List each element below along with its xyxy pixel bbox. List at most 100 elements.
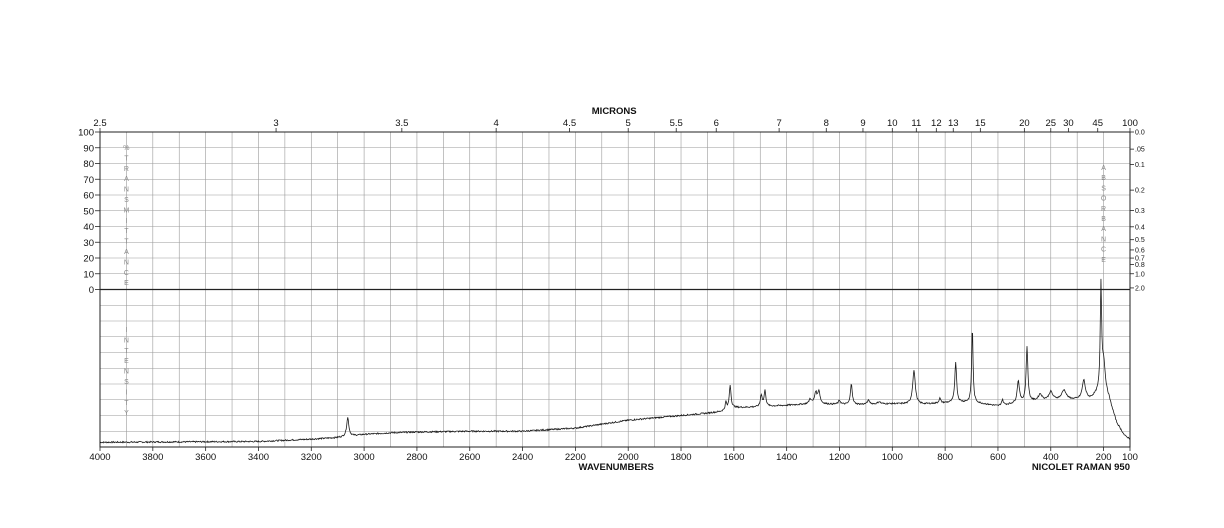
absorbance-side-label-letter: B	[1101, 216, 1106, 223]
axis-labels: 4000 3800 3600 3400 3200 3000 2800 2600 2400 2200…	[78, 106, 1145, 473]
absorbance-side-label-letter: C	[1101, 247, 1106, 254]
absorbance-tick-label: 0.3	[1135, 208, 1145, 215]
wavenumber-tick-label: 2800	[406, 452, 427, 463]
absorbance-tick-label: 0.1	[1135, 162, 1145, 169]
wavenumber-tick-label: 2200	[565, 452, 586, 463]
instrument-label: NICOLET RAMAN 950	[1032, 462, 1130, 473]
absorbance-tick-label: 0.0	[1135, 130, 1145, 137]
intensity-side-label-letter: I	[125, 389, 127, 396]
micron-tick-label: 15	[975, 118, 986, 129]
intensity-side-label-letter: Y	[124, 410, 129, 417]
micron-tick-label: 3.5	[395, 118, 408, 129]
micron-tick-label: 30	[1063, 118, 1074, 129]
micron-tick-label: 4	[494, 118, 499, 129]
micron-tick-label: 11	[911, 118, 921, 129]
plot-frame	[95, 128, 1134, 451]
wavenumber-tick-label: 3000	[354, 452, 375, 463]
wavenumber-tick-label: 600	[990, 452, 1006, 463]
transmittance-side-label-letter: A	[124, 176, 129, 183]
absorbance-tick-label: 0.6	[1135, 247, 1145, 254]
raman-spectrum-line	[99, 278, 1131, 444]
transmittance-tick-label: 30	[83, 238, 94, 249]
micron-tick-label: 6	[714, 118, 719, 129]
transmittance-side-label-letter: S	[124, 197, 129, 204]
absorbance-side-label-letter: E	[1101, 257, 1106, 264]
absorbance-side-label-letter: S	[1101, 185, 1106, 192]
intensity-side-label-letter: T	[124, 348, 129, 355]
wavenumber-tick-label: 3400	[248, 452, 269, 463]
micron-tick-label: 5.5	[670, 118, 683, 129]
wavenumber-tick-label: 2600	[459, 452, 480, 463]
intensity-side-label-letter: S	[124, 379, 129, 386]
micron-tick-label: 20	[1019, 118, 1030, 129]
micron-tick-label: 45	[1092, 118, 1103, 129]
intensity-side-label-letter: I	[125, 327, 127, 334]
absorbance-tick-label: .05	[1135, 147, 1145, 154]
absorbance-side-label-letter: A	[1101, 226, 1106, 233]
micron-tick-label: 2.5	[93, 118, 106, 129]
absorbance-side-label-letter: N	[1101, 236, 1106, 243]
wavenumber-tick-label: 4000	[89, 452, 110, 463]
transmittance-side-label-letter: T	[124, 155, 129, 162]
wavenumber-tick-label: 1200	[829, 452, 850, 463]
absorbance-tick-label: 0.4	[1135, 224, 1145, 231]
intensity-side-label-letter: T	[124, 400, 129, 407]
transmittance-tick-label: 100	[78, 128, 94, 139]
wavenumber-tick-label: 2000	[618, 452, 639, 463]
bottom-axis-title: WAVENUMBERS	[579, 462, 654, 473]
wavenumber-tick-label: 1000	[882, 452, 903, 463]
transmittance-side-label-letter: I	[125, 218, 127, 225]
transmittance-tick-label: 70	[83, 175, 94, 186]
transmittance-side-label-letter: T	[124, 239, 129, 246]
wavenumber-tick-label: 1400	[776, 452, 797, 463]
transmittance-side-label-letter: E	[124, 280, 129, 287]
absorbance-tick-label: 2.0	[1135, 285, 1145, 292]
micron-tick-label: 13	[948, 118, 959, 129]
wavenumber-tick-label: 100	[1122, 452, 1138, 463]
intensity-side-label-letter: N	[124, 337, 129, 344]
transmittance-tick-label: 0	[89, 285, 94, 296]
wavenumber-tick-label: 400	[1043, 452, 1059, 463]
transmittance-side-label-letter: T	[124, 228, 129, 235]
micron-tick-label: 12	[931, 118, 942, 129]
absorbance-tick-label: 0.5	[1135, 237, 1145, 244]
transmittance-side-label-letter: R	[124, 166, 129, 173]
absorbance-side-label-letter: B	[1101, 175, 1106, 182]
intensity-side-label-letter: N	[124, 369, 129, 376]
micron-tick-label: 9	[860, 118, 865, 129]
wavenumber-tick-label: 1800	[670, 452, 691, 463]
transmittance-side-label-letter: M	[123, 207, 129, 214]
transmittance-side-label-letter: A	[124, 249, 129, 256]
transmittance-side-label-letter: C	[124, 270, 129, 277]
micron-tick-label: 100	[1122, 118, 1138, 129]
wavenumber-tick-label: 3200	[301, 452, 322, 463]
wavenumber-tick-label: 800	[937, 452, 953, 463]
absorbance-tick-label: 0.8	[1135, 262, 1145, 269]
top-axis-title: MICRONS	[592, 106, 637, 117]
transmittance-tick-label: 60	[83, 191, 94, 202]
micron-tick-label: 10	[887, 118, 898, 129]
transmittance-tick-label: 50	[83, 206, 94, 217]
absorbance-side-label-letter: A	[1101, 165, 1106, 172]
transmittance-side-label-letter: N	[124, 187, 129, 194]
absorbance-tick-label: 0.7	[1135, 256, 1145, 263]
absorbance-tick-label: 0.2	[1135, 188, 1145, 195]
transmittance-side-label-letter: N	[124, 259, 129, 266]
wavenumber-tick-label: 3800	[142, 452, 163, 463]
wavenumber-tick-label: 200	[1096, 452, 1112, 463]
wavenumber-tick-label: 3600	[195, 452, 216, 463]
transmittance-side-label-letter: %	[123, 145, 129, 152]
wavenumber-tick-label: 1600	[723, 452, 744, 463]
micron-tick-label: 5	[626, 118, 631, 129]
absorbance-side-label-letter: O	[1101, 196, 1107, 203]
micron-tick-label: 4.5	[563, 118, 576, 129]
micron-tick-label: 7	[776, 118, 781, 129]
micron-tick-label: 8	[824, 118, 829, 129]
transmittance-tick-label: 40	[83, 222, 94, 233]
transmittance-tick-label: 10	[83, 269, 94, 280]
micron-tick-label: 3	[273, 118, 278, 129]
